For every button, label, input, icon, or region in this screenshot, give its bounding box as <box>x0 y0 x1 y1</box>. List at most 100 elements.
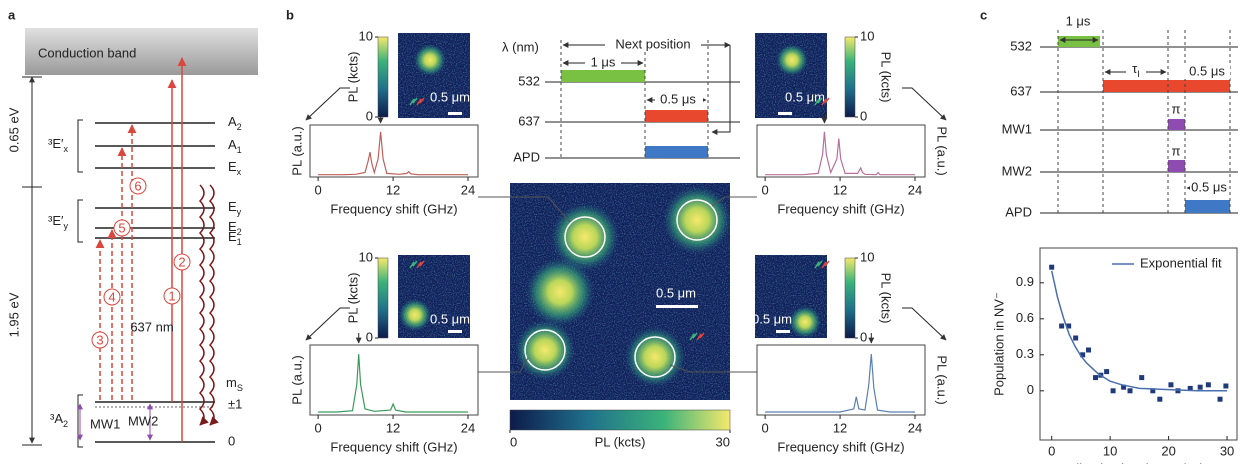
duration-label: 0.5 μs <box>1191 179 1227 194</box>
pl-spot <box>515 320 575 380</box>
colorbar-tick-label: 0 <box>366 108 373 123</box>
colorbar-tick-label: 30 <box>716 434 730 449</box>
row-label: MW1 <box>1002 121 1032 136</box>
label-part: 2 <box>237 227 242 237</box>
pulse-mw2 <box>1168 160 1185 172</box>
level-label: A1 <box>228 137 242 155</box>
data-point <box>1073 336 1078 341</box>
label-part: ³E′ <box>48 136 64 151</box>
transition-number: 3 <box>96 332 103 347</box>
label-part: E <box>228 229 237 244</box>
pl-spot <box>625 327 685 387</box>
figure: abcConduction band0.65 eV1.95 eVA2A1ExEy… <box>0 0 1241 464</box>
row-label: APD <box>513 149 540 164</box>
spectrum-line <box>318 132 468 175</box>
x-tick-label: 24 <box>461 420 475 435</box>
connector <box>306 88 350 120</box>
decay-wave <box>210 185 214 425</box>
label-part: I <box>1137 69 1140 79</box>
pl-spot <box>663 186 731 254</box>
label-part: m <box>226 375 237 390</box>
panel-label: c <box>980 7 987 22</box>
duration-label: 1 μs <box>591 54 616 69</box>
level-label: Ex <box>228 159 242 177</box>
pulse-532 <box>561 70 645 82</box>
x-tick-label: 0 <box>315 182 322 197</box>
scale-bar <box>448 112 462 115</box>
y-tick-label: 0.9 <box>1016 274 1034 289</box>
data-point <box>1093 375 1098 380</box>
state-label: ³E′x <box>48 136 68 154</box>
pulse-apd <box>645 146 708 158</box>
bracket <box>78 200 83 242</box>
colorbar <box>378 37 388 117</box>
x-tick-label: 12 <box>386 182 400 197</box>
x-axis-label: Frequency shift (GHz) <box>777 439 904 454</box>
pulse-532 <box>1058 36 1100 47</box>
timing-axis-label: λ (nm) <box>502 39 539 54</box>
scale-bar-label: 0.5 μm <box>656 285 696 300</box>
duration-label: 1 μs <box>1066 13 1091 28</box>
connector <box>902 308 946 340</box>
x-axis-label: Frequency shift (GHz) <box>777 201 904 216</box>
colorbar-tick-label: 10 <box>359 28 373 43</box>
laser-label: 637 nm <box>130 319 173 334</box>
label-part: 2 <box>237 122 242 132</box>
connector <box>902 88 946 120</box>
bracket <box>78 120 83 172</box>
bracket <box>712 45 730 132</box>
transition-number: 1 <box>168 288 175 303</box>
row-label: 637 <box>518 113 540 128</box>
row-label: APD <box>1005 204 1032 219</box>
pi-label: π <box>1172 143 1181 158</box>
row-label: 637 <box>1010 83 1032 98</box>
band-label: Conduction band <box>38 45 136 60</box>
x-tick-label: 0 <box>1048 443 1055 458</box>
colorbar <box>845 258 855 338</box>
level-label: mS <box>226 375 243 393</box>
legend-label: Exponential fit <box>1140 255 1222 270</box>
colorbar-tick-label: 0 <box>860 329 867 344</box>
duration-label: 0.5 μs <box>660 91 696 106</box>
colorbar-tick-label: 10 <box>860 249 874 264</box>
level-label: Ey <box>228 199 242 217</box>
y-axis-label: PL (a.u.) <box>935 355 950 404</box>
label-part: E <box>228 199 237 214</box>
x-tick-label: 12 <box>386 420 400 435</box>
pi-label: π <box>1172 101 1181 116</box>
pl-spot <box>789 306 821 338</box>
gap-label: 1.95 eV <box>6 292 21 337</box>
x-tick-label: 0 <box>762 420 769 435</box>
scale-bar-label: 0.5 μm <box>430 311 470 326</box>
label-part: y <box>63 221 68 231</box>
colorbar-tick-label: 10 <box>860 28 874 43</box>
state-label: ³A2 <box>50 411 68 429</box>
data-point <box>1139 375 1144 380</box>
state-label: ³E′y <box>48 213 68 231</box>
colorbar-label: PL (kcts) <box>879 52 894 103</box>
x-tick-label: 10 <box>1103 443 1117 458</box>
data-point <box>1128 388 1133 393</box>
data-point <box>1111 388 1116 393</box>
pulse-apd <box>1185 200 1230 213</box>
pulse-mw1 <box>1168 119 1185 130</box>
plot-frame <box>310 125 478 177</box>
data-point <box>1059 324 1064 329</box>
mw-label: MW1 <box>90 416 120 431</box>
level-label: ±1 <box>228 396 242 411</box>
level-label: 0 <box>228 433 235 448</box>
transition-number: 4 <box>108 289 115 304</box>
scale-bar <box>448 330 462 333</box>
y-axis-label: PL (a.u.) <box>289 126 304 175</box>
pulse-637 <box>645 110 708 122</box>
y-axis-label: PL (a.u.) <box>935 126 950 175</box>
data-point <box>1218 397 1223 402</box>
connector <box>306 308 350 340</box>
label-part: A <box>228 137 237 152</box>
x-tick-label: 24 <box>908 182 922 197</box>
label-part: x <box>63 144 68 154</box>
label-part: ³A <box>50 411 63 426</box>
duration-label: 0.5 μs <box>1189 63 1225 78</box>
scale-bar <box>778 112 792 115</box>
scale-bar <box>656 305 698 308</box>
